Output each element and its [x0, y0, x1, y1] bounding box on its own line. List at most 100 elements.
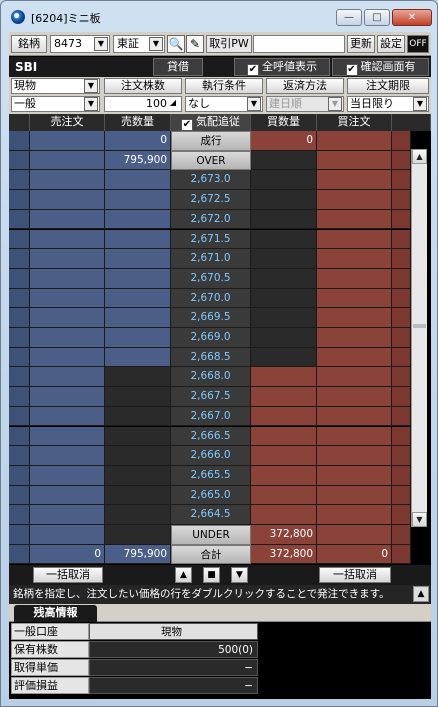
title-bar[interactable]: [6204]ミニ板 — □ ✕	[1, 1, 437, 31]
sell-order-cell[interactable]	[30, 367, 105, 388]
scroll-thumb[interactable]	[413, 324, 426, 328]
order-qty-button[interactable]: 注文株数	[104, 78, 182, 94]
over-price-button[interactable]: OVER	[171, 150, 251, 171]
page-up-icon[interactable]: ▲	[175, 567, 192, 583]
repay-method-button[interactable]: 返済方法	[266, 78, 344, 94]
price-row[interactable]: 2,671.0	[9, 249, 411, 269]
quote-follow-checkbox[interactable]: ✔	[181, 119, 193, 131]
sell-order-cell[interactable]	[30, 328, 105, 348]
price-cell[interactable]: 2,668.5	[171, 347, 251, 368]
price-row[interactable]: 2,673.0	[9, 170, 411, 191]
under-row[interactable]: UNDER 372,800	[9, 525, 411, 545]
sell-order-cell[interactable]	[30, 505, 105, 525]
scroll-up-icon[interactable]: ▲	[412, 149, 427, 164]
center-icon[interactable]: ■	[203, 567, 220, 583]
price-row[interactable]: 2,670.0	[9, 288, 411, 309]
cancel-all-sell-button[interactable]: 一括取消	[33, 567, 103, 583]
off-toggle[interactable]: OFF	[407, 35, 429, 53]
buy-order-cell[interactable]	[317, 387, 392, 407]
price-cell[interactable]: 2,671.0	[171, 249, 251, 269]
chevron-down-icon[interactable]: ▼	[94, 37, 108, 51]
buy-order-cell[interactable]	[317, 190, 392, 210]
price-row[interactable]: 2,672.5	[9, 190, 411, 210]
buy-order-cell[interactable]	[317, 268, 392, 289]
price-row[interactable]: 2,670.5	[9, 268, 411, 289]
market-order-row[interactable]: 0 成行 0	[9, 131, 411, 151]
sell-order-cell[interactable]	[30, 229, 105, 250]
buy-order-cell[interactable]	[317, 406, 392, 427]
sell-order-cell[interactable]	[30, 288, 105, 309]
sell-order-cell[interactable]	[30, 308, 105, 328]
price-cell[interactable]: 2,672.0	[171, 209, 251, 230]
price-row[interactable]: 2,667.0	[9, 406, 411, 427]
credit-tab[interactable]: 貸借	[153, 58, 203, 76]
price-row[interactable]: 2,665.5	[9, 465, 411, 486]
buy-order-cell[interactable]	[317, 308, 392, 328]
buy-order-cell[interactable]	[317, 150, 392, 171]
search-icon[interactable]: 🔍	[167, 35, 185, 53]
price-cell[interactable]: 2,672.5	[171, 190, 251, 210]
price-row[interactable]: 2,672.0	[9, 209, 411, 230]
sell-order-cell[interactable]	[30, 347, 105, 368]
price-cell[interactable]: 2,673.0	[171, 170, 251, 191]
confirm-screen-toggle[interactable]: ✔ 確認画面有	[332, 58, 429, 76]
buy-order-cell[interactable]	[317, 465, 392, 486]
buy-order-cell[interactable]	[317, 347, 392, 368]
price-cell[interactable]: 2,670.0	[171, 288, 251, 309]
exec-condition-select[interactable]: なし ▼	[185, 96, 263, 112]
close-button[interactable]: ✕	[392, 9, 432, 26]
price-cell[interactable]: 2,668.0	[171, 367, 251, 388]
price-row[interactable]: 2,666.5	[9, 426, 411, 447]
chevron-down-icon[interactable]: ▼	[413, 97, 427, 111]
exec-condition-button[interactable]: 執行条件	[185, 78, 263, 94]
symbol-code-input[interactable]: 8473 ▼	[50, 35, 110, 53]
symbol-button[interactable]: 銘柄	[11, 35, 47, 53]
market-select[interactable]: 東証 ▼	[113, 35, 165, 53]
all-quotes-checkbox[interactable]: ✔	[247, 64, 259, 76]
price-row[interactable]: 2,665.0	[9, 485, 411, 506]
price-row[interactable]: 2,668.0	[9, 367, 411, 388]
buy-order-cell[interactable]	[317, 426, 392, 447]
sell-order-cell[interactable]	[30, 485, 105, 506]
price-cell[interactable]: 2,666.0	[171, 446, 251, 466]
price-row[interactable]: 2,666.0	[9, 446, 411, 466]
price-cell[interactable]: 2,665.5	[171, 465, 251, 486]
trade-password-input[interactable]	[253, 35, 345, 53]
chevron-down-icon[interactable]: ▼	[84, 79, 98, 93]
price-cell[interactable]: 2,670.5	[171, 268, 251, 289]
sell-order-cell[interactable]	[30, 190, 105, 210]
sell-order-cell[interactable]	[30, 387, 105, 407]
price-row[interactable]: 2,669.5	[9, 308, 411, 328]
sell-order-cell[interactable]	[30, 209, 105, 230]
order-qty-input[interactable]: 100 ◢	[104, 96, 182, 112]
chevron-down-icon[interactable]: ▼	[247, 97, 261, 111]
price-cell[interactable]: 2,666.5	[171, 426, 251, 447]
sell-order-cell[interactable]	[30, 525, 105, 545]
buy-order-cell[interactable]	[317, 505, 392, 525]
page-down-icon[interactable]: ▼	[231, 567, 248, 583]
quote-follow-toggle[interactable]: ✔ 気配追従	[171, 114, 251, 131]
price-row[interactable]: 2,671.5	[9, 229, 411, 250]
all-quotes-toggle[interactable]: ✔ 全呼値表示	[234, 58, 330, 76]
minimize-button[interactable]: —	[336, 9, 362, 26]
settings-button[interactable]: 設定	[377, 35, 405, 53]
sell-order-cell[interactable]	[30, 131, 105, 151]
chevron-down-icon[interactable]: ▼	[84, 97, 98, 111]
price-cell[interactable]: 2,667.0	[171, 406, 251, 427]
sell-order-cell[interactable]	[30, 170, 105, 191]
buy-order-cell[interactable]	[317, 485, 392, 506]
sell-order-cell[interactable]	[30, 268, 105, 289]
market-price-button[interactable]: 成行	[171, 131, 251, 151]
order-period-button[interactable]: 注文期限	[347, 78, 429, 94]
buy-order-cell[interactable]	[317, 209, 392, 230]
buy-order-cell[interactable]	[317, 229, 392, 250]
edit-icon[interactable]: ✎	[186, 35, 204, 53]
sell-order-cell[interactable]	[30, 406, 105, 427]
buy-order-cell[interactable]	[317, 446, 392, 466]
buy-order-cell[interactable]	[317, 249, 392, 269]
chevron-down-icon[interactable]: ▼	[149, 37, 163, 51]
account-type-select[interactable]: 現物 ▼	[11, 78, 100, 94]
board-scrollbar[interactable]: ▲ ▼	[411, 149, 427, 527]
stepper-icon[interactable]: ◢	[169, 98, 177, 107]
under-price-button[interactable]: UNDER	[171, 525, 251, 545]
